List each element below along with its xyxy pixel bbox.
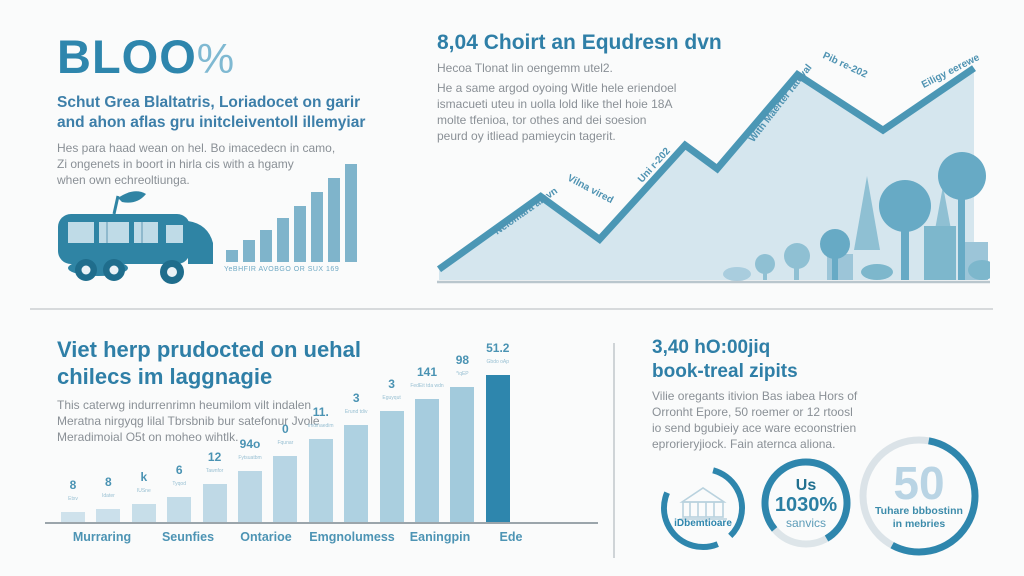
stats-section-heading: 3,40 hO:00jiq book-treal zipits [652,337,798,382]
bar-sub-label: Fqunar [277,440,294,446]
language-bars-chart: 8 Etxv 8 Idater k IUSne 6 Tyqod 12 Tawnfor 94o Fyts… [61,341,567,523]
bar [167,497,192,523]
ring-3-value: 50 [893,457,945,509]
book-bus-icon [58,191,213,284]
page-title: BLOO% [57,32,235,84]
bar [344,425,369,523]
bar [415,399,439,523]
ring-2-value: 1030% [774,493,838,516]
bar-value-label: 94o [239,437,261,451]
trend-line [436,65,976,273]
area-chart-canvas [436,65,996,284]
intro-subtitle: Schut Grea Blaltatris, Loriadocet on gar… [57,94,366,131]
bar [96,509,121,523]
bar-value-label: 8 [69,478,77,492]
bar [485,375,510,523]
bar-value-label: 0 [282,422,289,436]
area-fill [439,68,974,280]
bar-category-label: Seunfies [161,530,215,544]
ring-1-canvas [661,466,745,550]
mini-bar [243,240,255,262]
bar-category-label: Ede [499,530,523,544]
bar-category-label: Ontarioe [240,530,292,544]
mini-bar [294,206,306,262]
bar-value-label: 3 [388,377,395,391]
bar-sub-label: Tawnfor [205,468,224,474]
trend-intro-line: Hecoa Tlonat lin oengemm utel2. [437,61,613,75]
stat-ring-service: Us 1030% sanvics [760,457,852,549]
mini-growth-bars-chart [226,164,357,262]
bar [202,484,227,523]
ring-2-line3: sanvics [785,515,826,530]
bar-value-label: 51.2 [486,341,510,355]
bar [273,456,298,523]
percent-glyph: % [196,35,236,82]
bar-sub-label: Erund tdiv [344,409,368,415]
mini-bar [328,178,340,262]
bar-sub-label: Gbdo oAp [486,359,510,365]
cityscape-silhouette [723,152,996,281]
bar-category-label: Murraring [72,530,132,544]
mini-bar [277,218,289,262]
mini-chart-caption: YeBHFIR AVOBGO OR SUX 169 [224,266,340,273]
bar-sub-label: Fytsuatbm [238,455,262,461]
bar-value-label: 6 [175,463,183,477]
bar-sub-label: imdinaedim [308,423,334,429]
horizontal-divider [30,308,993,310]
bar-sub-label: Tyqod [172,481,186,487]
ring-2-canvas [761,458,851,548]
library-building-icon [679,487,727,520]
trend-paragraph: He a same argod oyoing Witle hele eriend… [437,81,677,143]
bar-value-label: 98 [455,353,470,367]
bars-section-heading: Viet herp prudocted on uehal chilecs im … [57,337,361,389]
mini-bar [345,164,357,262]
mini-bar [260,230,272,262]
ring-3-canvas [859,436,979,556]
stat-ring-fifty: 50 Tuhare bbbostinn in mebries [857,434,981,558]
vertical-divider [613,343,615,558]
bar-category-label: Emgnolumess [309,530,395,544]
bar-value-label: 3 [352,391,360,405]
bar-category-labels: Murraring Seunfies Ontarioe Emgnolumess Eani… [61,530,567,550]
mini-bar [311,192,323,262]
bar-sub-label: Etxv [68,496,78,502]
bar [379,411,404,523]
bar-value-label: 8 [105,475,112,489]
bar-value-label: 141 [416,365,438,379]
bar-sub-label: FedEit tda wdn [410,383,444,389]
ring-3-caption: Tuhare bbbostinn in mebries [875,505,963,530]
bar-category-label: Eaningpin [409,530,471,544]
trend-section-heading: 8,04 Choirt an Equdresn dvn [437,31,722,54]
ring-2-line1: Us [795,476,817,494]
bar-sub-label: Idater [101,493,115,499]
stats-paragraph: Vilie oregants itivion Bas iabea Hors of… [652,389,858,451]
title-text: BLOO [57,30,197,83]
bar-sub-label: *iqEP [456,371,469,377]
bar-value-label: 11. [312,405,329,419]
bar-axis-line [45,522,598,524]
ring-1-label: iDbemtioare [674,517,732,529]
bar-value-label: k [140,470,148,484]
bar [450,387,475,523]
bar [131,504,156,523]
intro-paragraph: Hes para haad wean on hel. Bo imacedecn … [57,141,336,187]
bar [238,471,262,523]
stat-ring-library: iDbemtioare [659,464,747,552]
bar [308,439,333,523]
bar-sub-label: Eguyqut [382,395,401,401]
bar-sub-label: IUSne [136,488,151,494]
city-trend-area-chart: Nelomara aigvn Vilna vired Uni r-202 With M… [436,50,996,287]
mini-bar [226,250,238,262]
bars-paragraph: This caterwg indurrenrimn heumilom vilt … [57,398,320,444]
bar [61,512,85,523]
bar-value-label: 12 [207,450,222,464]
